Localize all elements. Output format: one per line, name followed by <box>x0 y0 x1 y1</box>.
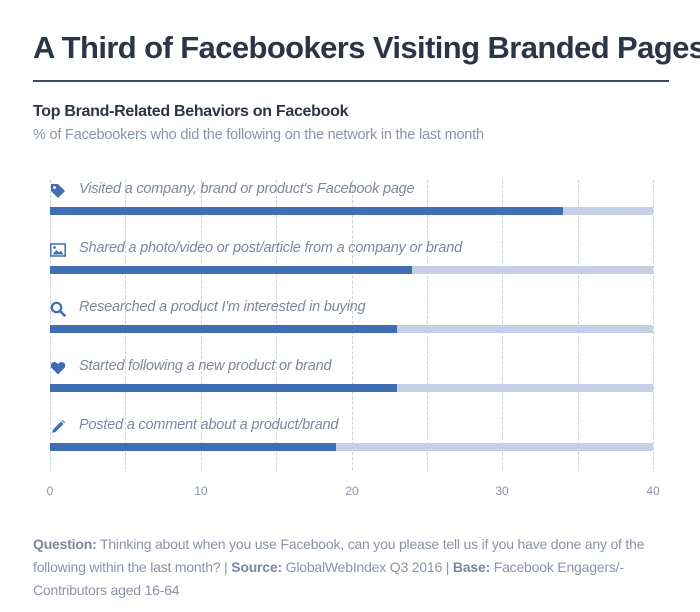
bar-value <box>50 384 397 392</box>
x-tick-label: 30 <box>495 484 509 498</box>
image-icon <box>50 242 66 258</box>
bar-value <box>50 443 337 451</box>
bar-label: Started following a new product or brand <box>79 358 332 374</box>
bar-value <box>50 325 397 333</box>
bar-track <box>50 325 653 333</box>
gridline <box>653 180 654 470</box>
base-text: Facebook Engagers/-Contributors aged 16-… <box>33 559 624 598</box>
question-text: Thinking about when you use Facebook, ca… <box>33 536 645 575</box>
heart-icon <box>50 360 66 376</box>
chart-subtitle: Top Brand-Related Behaviors on Facebook <box>33 103 349 120</box>
bar-value <box>50 207 563 215</box>
chart-description: % of Facebookers who did the following o… <box>33 127 484 143</box>
x-tick-label: 40 <box>646 484 660 498</box>
bar-track <box>50 443 653 451</box>
question-label: Question: <box>33 536 97 552</box>
search-icon <box>50 301 66 317</box>
bar-label: Shared a photo/video or post/article fro… <box>79 240 462 256</box>
bar-track <box>50 384 653 392</box>
source-label: Source: <box>231 559 282 575</box>
bar-label: Posted a comment about a product/brand <box>79 417 339 433</box>
bar-label: Visited a company, brand or product's Fa… <box>79 181 415 197</box>
pencil-icon <box>50 419 66 435</box>
bar-value <box>50 266 412 274</box>
footer-note: Question: Thinking about when you use Fa… <box>33 533 673 602</box>
x-tick-label: 0 <box>46 484 54 498</box>
bar-label: Researched a product I'm interested in b… <box>79 299 366 315</box>
bar-track <box>50 207 653 215</box>
title-separator <box>33 80 669 82</box>
page-title: A Third of Facebookers Visiting Branded … <box>33 30 700 65</box>
x-tick-label: 10 <box>194 484 208 498</box>
base-label: Base: <box>452 559 491 575</box>
bar-track <box>50 266 653 274</box>
source-text: GlobalWebIndex Q3 2016 | <box>281 559 453 575</box>
tag-icon <box>50 183 66 199</box>
x-tick-label: 20 <box>345 484 359 498</box>
